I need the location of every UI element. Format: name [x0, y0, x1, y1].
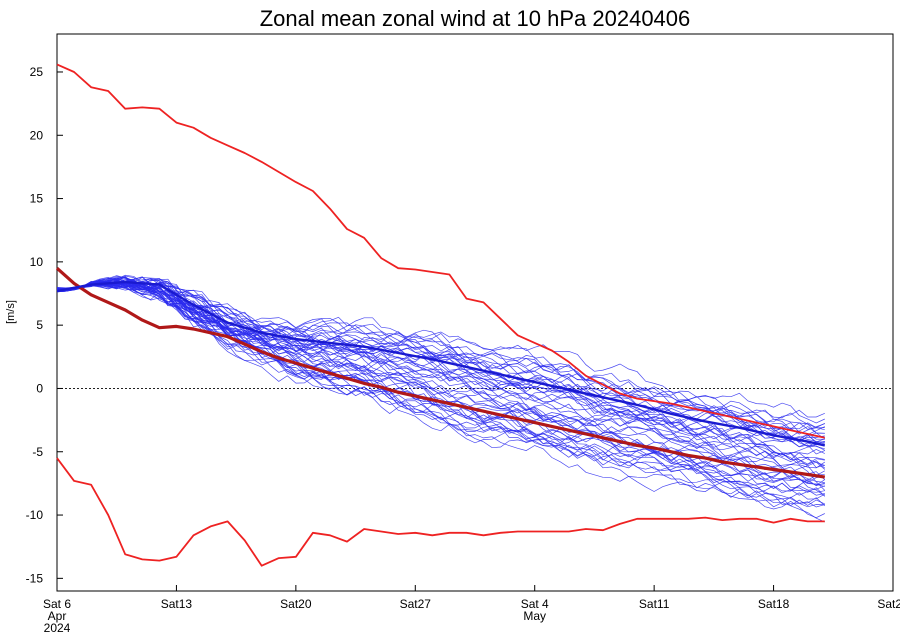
ensemble-member-line — [56, 282, 825, 488]
ensemble-member-line — [56, 275, 825, 423]
ensemble-member-line — [56, 280, 825, 486]
x-tick-month: May — [523, 609, 546, 623]
climatological-max-line — [56, 63, 825, 439]
chart-title: Zonal mean zonal wind at 10 hPa 20240406 — [260, 6, 691, 31]
x-tick-label: Sat25 — [877, 597, 900, 611]
ensemble-members — [56, 274, 826, 523]
x-tick-label: Sat11 — [639, 597, 670, 611]
ensemble-member-line — [56, 282, 825, 483]
ensemble-member-line — [56, 277, 826, 481]
y-axis-label: [m/s] — [5, 300, 17, 324]
y-tick-label: 0 — [36, 381, 43, 395]
x-tick-label: Sat13 — [161, 597, 193, 611]
ensemble-member-line — [56, 280, 825, 500]
y-tick-label: -5 — [32, 445, 43, 459]
ensemble-member-line — [57, 279, 825, 441]
ensemble-member-line — [56, 278, 825, 486]
x-tick-label: Sat 4 — [521, 597, 549, 611]
plot-frame — [56, 33, 894, 592]
ensemble-member-line — [57, 280, 825, 433]
y-axis: 25 20 15 10 5 0 -5 -10 -15 — [26, 65, 63, 585]
climatological-mean-line — [55, 267, 826, 479]
y-tick-label: 10 — [30, 255, 44, 269]
ensemble-member-line — [56, 280, 825, 469]
ensemble-member-line — [56, 276, 825, 483]
x-tick-year: 2024 — [44, 621, 71, 635]
ensemble-member-line — [56, 280, 825, 462]
x-tick-label: Sat20 — [280, 597, 312, 611]
y-tick-label: 25 — [30, 65, 44, 79]
ensemble-member-line — [56, 277, 825, 434]
y-tick-label: -15 — [26, 571, 44, 585]
x-tick-month: Apr — [48, 609, 67, 623]
ensemble-member-line — [56, 283, 826, 507]
ensemble-member-line — [56, 281, 825, 443]
ensemble-member-line — [56, 281, 825, 452]
ensemble-member-line — [56, 279, 825, 476]
y-tick-label: 5 — [36, 318, 43, 332]
ensemble-member-line — [56, 278, 825, 431]
climatological-min-line — [56, 457, 825, 567]
ensemble-member-line — [56, 277, 825, 508]
x-tick-label: Sat27 — [400, 597, 432, 611]
ensemble-member-line — [56, 274, 825, 496]
ensemble-member-line — [56, 281, 826, 470]
x-tick-label: Sat18 — [758, 597, 790, 611]
ensemble-member-line — [56, 283, 825, 461]
y-tick-label: 15 — [30, 192, 44, 206]
ensemble-member-line — [56, 279, 825, 443]
reference-series — [55, 63, 826, 567]
x-tick-label: Sat 6 — [43, 597, 71, 611]
ensemble-mean-line — [56, 280, 826, 447]
ensemble-member-line — [56, 278, 825, 424]
ensemble-member-line — [56, 277, 825, 430]
ensemble-member-line — [56, 282, 825, 497]
y-tick-label: -10 — [26, 508, 44, 522]
y-tick-label: 20 — [30, 128, 44, 142]
